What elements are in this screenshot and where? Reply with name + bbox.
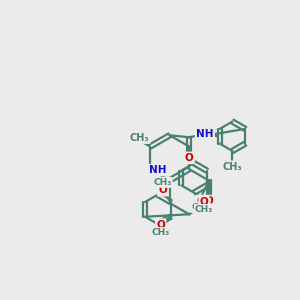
- Text: NH: NH: [149, 165, 167, 175]
- Text: CH₃: CH₃: [223, 162, 242, 172]
- Text: CH₃: CH₃: [195, 205, 213, 214]
- Text: CH₃: CH₃: [192, 203, 210, 212]
- Text: O: O: [196, 196, 205, 206]
- Text: O: O: [158, 185, 167, 195]
- Text: CH₃: CH₃: [130, 133, 149, 143]
- Text: O: O: [204, 196, 213, 206]
- Text: O: O: [185, 153, 194, 163]
- Text: NH: NH: [196, 129, 214, 139]
- Text: CH₃: CH₃: [152, 228, 170, 237]
- Text: CH₃: CH₃: [154, 178, 172, 187]
- Text: O: O: [156, 220, 165, 230]
- Text: O: O: [200, 196, 208, 206]
